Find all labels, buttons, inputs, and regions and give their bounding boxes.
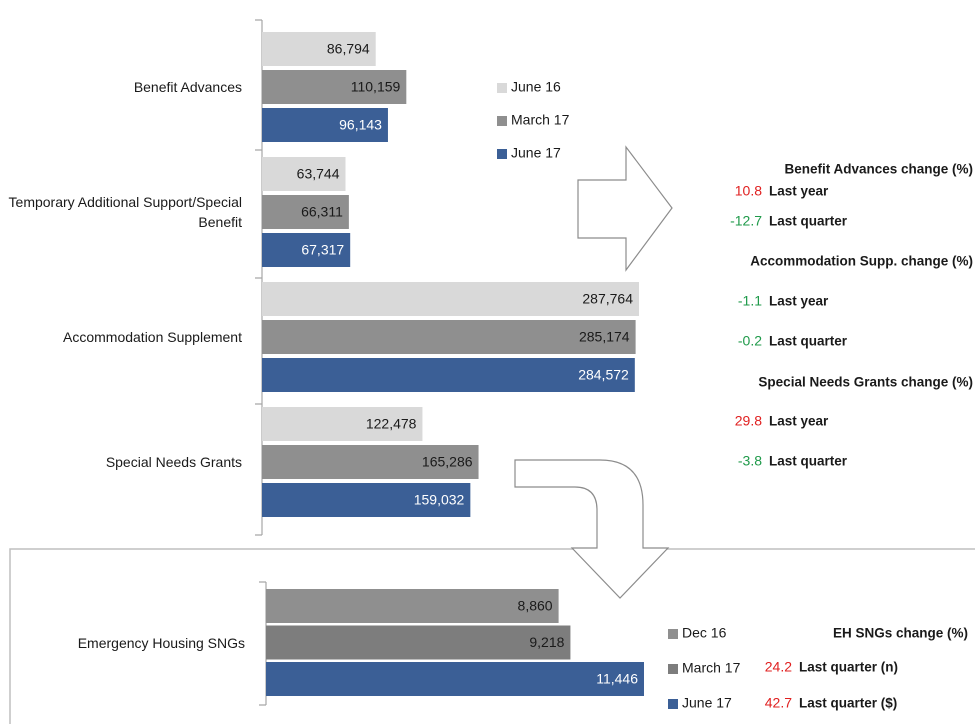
change-label: Last quarter (n): [799, 660, 898, 675]
category-label: Accommodation Supplement: [63, 329, 242, 345]
legend-swatch: [497, 83, 507, 93]
value-label: 67,317: [301, 242, 344, 258]
change-label: Last year: [769, 294, 829, 309]
legend-swatch: [497, 149, 507, 159]
change-label: Last quarter: [769, 214, 848, 229]
bar: [262, 233, 351, 267]
bar: [266, 662, 644, 696]
legend-label: March 17: [511, 112, 570, 128]
legend-swatch: [668, 664, 678, 674]
value-label: 11,446: [596, 671, 638, 687]
legend-label: June 16: [511, 79, 561, 95]
value-label: 159,032: [414, 492, 465, 508]
category-label: Temporary Additional Support/Special Ben…: [8, 194, 242, 230]
change-value: 10.8: [735, 183, 762, 199]
legend-swatch: [668, 629, 678, 639]
change-label: Last year: [769, 414, 829, 429]
bar: [262, 32, 376, 66]
change-value: 29.8: [735, 413, 762, 429]
arrow: [514, 459, 670, 599]
bar: [262, 282, 639, 316]
change-title: Benefit Advances change (%): [784, 162, 973, 177]
change-value: 42.7: [765, 695, 792, 711]
value-label: 284,572: [578, 367, 629, 383]
category-label-text: Temporary Additional Support/Special Ben…: [8, 194, 242, 230]
value-label: 165,286: [422, 454, 473, 470]
change-value: -3.8: [738, 453, 762, 469]
legend-swatch: [497, 116, 507, 126]
value-label: 63,744: [297, 166, 340, 182]
change-label: Last quarter: [769, 334, 848, 349]
legend-label: June 17: [682, 695, 732, 711]
bar: [262, 157, 346, 191]
value-label: 66,311: [301, 204, 343, 220]
change-value: -0.2: [738, 333, 762, 349]
change-title: Accommodation Supp. change (%): [750, 254, 973, 269]
arrow: [577, 145, 673, 272]
category-label-text: Emergency Housing SNGs: [77, 634, 245, 651]
value-label: 285,174: [579, 329, 630, 345]
category-label-text: Accommodation Supplement: [63, 329, 242, 345]
change-value: -1.1: [738, 293, 762, 309]
legend-label: June 17: [511, 145, 561, 161]
bar: [262, 70, 407, 104]
change-label: Last quarter: [769, 454, 848, 469]
change-title: EH SNGs change (%): [833, 626, 968, 641]
axis-bracket: [255, 19, 263, 536]
value-label: 96,143: [339, 117, 382, 133]
category-label: Emergency Housing SNGs: [77, 634, 245, 651]
change-label: Last quarter ($): [799, 696, 897, 711]
change-label: Last year: [769, 184, 829, 199]
category-label-text: Special Needs Grants: [105, 454, 242, 470]
legend-label: March 17: [682, 660, 741, 676]
axis-bracket: [259, 581, 267, 706]
value-label: 287,764: [582, 291, 633, 307]
bar: [262, 108, 388, 142]
bar: [266, 589, 559, 623]
bar: [262, 445, 479, 479]
value-label: 86,794: [327, 41, 370, 57]
category-label-text: Benefit Advances: [133, 79, 242, 95]
change-value: 24.2: [765, 659, 792, 675]
value-label: 122,478: [366, 416, 417, 432]
category-label: Benefit Advances: [133, 79, 242, 95]
legend-swatch: [668, 699, 678, 709]
legend-label: Dec 16: [682, 625, 727, 641]
bar: [262, 483, 471, 517]
bar: [262, 195, 349, 229]
frames: [9, 19, 975, 724]
change-value: -12.7: [730, 213, 762, 229]
change-title: Special Needs Grants change (%): [758, 375, 973, 390]
bar: [262, 407, 423, 441]
value-label: 8,860: [518, 598, 553, 614]
category-label: Special Needs Grants: [105, 454, 242, 470]
value-label: 110,159: [351, 79, 401, 95]
bar: [266, 625, 571, 660]
bar: [262, 358, 635, 392]
value-label: 9,218: [529, 634, 564, 650]
bar: [262, 320, 636, 354]
